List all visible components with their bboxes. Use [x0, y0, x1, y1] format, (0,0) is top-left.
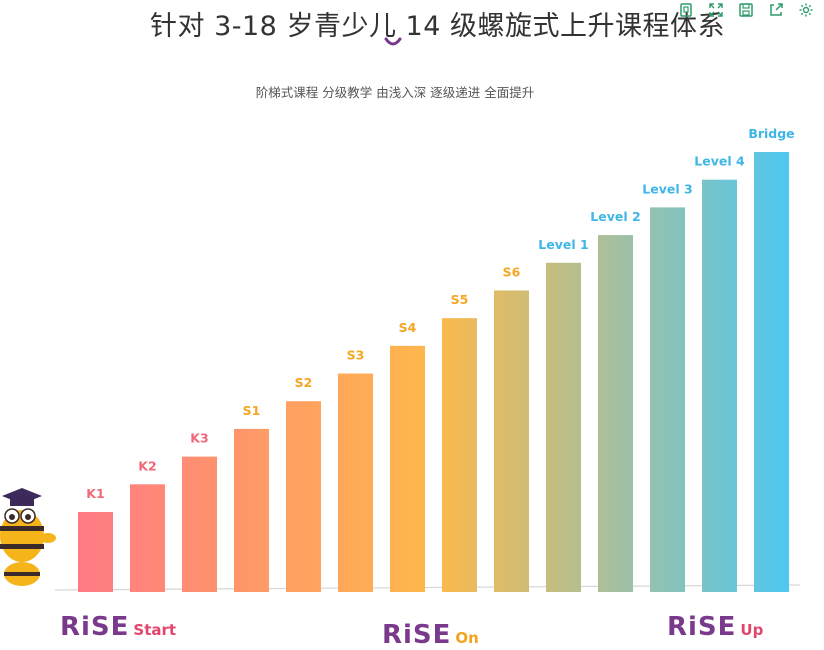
bar-label-s4: S4	[399, 320, 417, 335]
bee-mascot-icon	[0, 488, 56, 586]
toolbar	[668, 0, 824, 20]
bar-k1	[78, 512, 113, 592]
bar-label-k2: K2	[138, 458, 156, 473]
expand-icon[interactable]	[708, 2, 724, 18]
bar-k2	[130, 484, 165, 592]
brand-rise-start: RiSE Start	[60, 608, 176, 642]
bar-level-1	[546, 262, 581, 592]
brand-suffix: On	[455, 629, 479, 647]
bar-label-k1: K1	[86, 486, 104, 501]
bar-label-level-1: Level 1	[538, 237, 588, 252]
brand-suffix: Start	[133, 621, 177, 639]
brand-rise-on: RiSE On	[382, 616, 479, 650]
bar-bridge	[754, 152, 789, 592]
bar-label-s2: S2	[295, 375, 313, 390]
save-icon[interactable]	[738, 2, 754, 18]
brand-logo: RiSE	[60, 612, 130, 642]
bar-label-s5: S5	[451, 292, 469, 307]
bar-level-3	[650, 207, 685, 592]
bar-level-2	[598, 235, 633, 593]
page-title: 针对 3-18 岁青少儿 14 级螺旋式上升课程体系	[150, 11, 725, 42]
bar-s4	[390, 345, 425, 592]
settings-icon[interactable]	[798, 2, 814, 18]
smile-icon	[384, 37, 402, 46]
bar-label-s6: S6	[503, 264, 521, 279]
bar-label-k3: K3	[190, 431, 208, 446]
page-subtitle: 阶梯式课程 分级教学 由浅入深 逐级递进 全面提升	[255, 85, 535, 100]
brand-rise-up: RiSE Up	[667, 608, 763, 642]
share-icon[interactable]	[768, 2, 784, 18]
brand-logo: RiSE	[667, 612, 737, 642]
bar-k3	[182, 456, 217, 592]
bar-s6	[494, 290, 529, 592]
bar-label-bridge: Bridge	[748, 126, 794, 141]
bar-s2	[286, 401, 321, 592]
brand-logo: RiSE	[382, 620, 452, 650]
brand-suffix: Up	[740, 621, 764, 639]
bar-label-level-4: Level 4	[694, 154, 745, 169]
copy-icon[interactable]	[678, 2, 694, 18]
bar-level-4	[702, 179, 737, 592]
baseline-curve	[54, 584, 801, 591]
bar-s5	[442, 318, 477, 592]
bar-s1	[234, 428, 269, 592]
bar-label-level-2: Level 2	[590, 209, 640, 224]
bar-label-s1: S1	[243, 403, 261, 418]
bar-s3	[338, 373, 373, 592]
bar-label-level-3: Level 3	[642, 181, 692, 196]
bar-label-s3: S3	[347, 348, 365, 363]
